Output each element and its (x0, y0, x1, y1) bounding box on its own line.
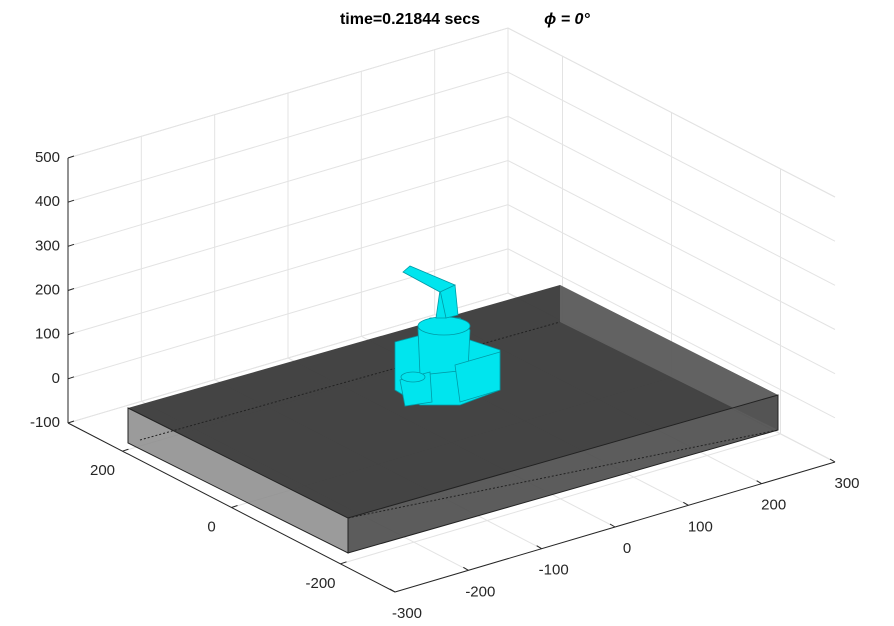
tick-mark (757, 481, 762, 484)
chart: time=0.21844 secs ϕ = 0° -300 -200 -100 0 10… (0, 0, 894, 626)
y-tick-label: -200 (305, 575, 335, 592)
tick-mark (683, 502, 688, 505)
x-tick-label: 0 (623, 540, 631, 557)
chart-title: time=0.21844 secs (340, 11, 480, 28)
scene (128, 266, 778, 553)
z-tick-label: 400 (35, 193, 60, 210)
x-tick-label: -100 (539, 562, 569, 579)
x-tick-label: 300 (834, 475, 859, 492)
x-tick-label: -300 (392, 605, 422, 622)
grid-line (68, 28, 835, 197)
z-tick-label: 0 (52, 370, 60, 387)
x-tick-label: 200 (761, 497, 786, 514)
tick-mark (463, 567, 468, 570)
y-tick-label: 0 (207, 518, 215, 535)
tick-mark (610, 524, 615, 527)
tick-mark (537, 546, 542, 549)
z-tick-label: -100 (30, 414, 60, 431)
grid-line (68, 72, 835, 241)
x-tick-label: 100 (688, 518, 713, 535)
y-tick-label: 200 (90, 462, 115, 479)
z-tick-label: 200 (35, 281, 60, 298)
box-edge (68, 28, 835, 197)
z-tick-label: 500 (35, 149, 60, 166)
grid-line (68, 116, 835, 285)
x-tick-label: -200 (465, 583, 495, 600)
tick-mark (830, 459, 835, 462)
annotation: ϕ = 0° (544, 11, 590, 28)
z-tick-label: 300 (35, 237, 60, 254)
z-tick-label: 100 (35, 326, 60, 343)
